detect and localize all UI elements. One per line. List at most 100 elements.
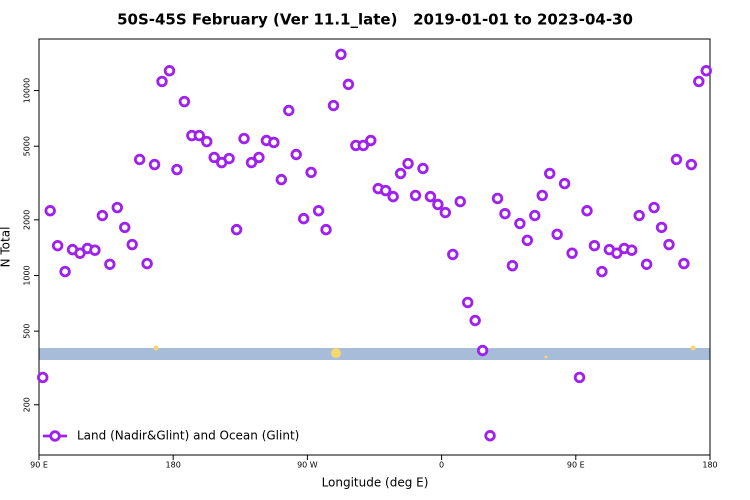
data-point <box>178 95 191 108</box>
data-point <box>104 258 116 270</box>
data-point <box>365 134 377 147</box>
data-point <box>156 75 168 88</box>
x-tick-label: 180 <box>166 461 181 470</box>
data-point <box>402 157 414 170</box>
data-point <box>193 129 205 142</box>
data-point <box>275 173 288 186</box>
data-point <box>409 189 422 202</box>
y-tick-label: 200 <box>23 397 32 412</box>
data-point <box>290 148 302 161</box>
data-point <box>223 152 235 165</box>
data-point <box>335 48 347 61</box>
data-point <box>529 209 541 222</box>
data-point <box>499 207 511 220</box>
data-point <box>111 201 123 214</box>
data-point <box>148 158 161 171</box>
map-spot <box>331 348 341 358</box>
data-point <box>484 430 496 442</box>
data-point <box>208 151 220 164</box>
data-point <box>469 314 481 327</box>
data-point <box>357 139 370 152</box>
data-point <box>37 371 49 384</box>
data-point <box>417 162 429 175</box>
data-point <box>253 151 265 164</box>
x-tick-label: 90 W <box>297 461 318 470</box>
data-point <box>648 201 660 214</box>
data-point <box>342 78 355 91</box>
data-point <box>663 238 675 251</box>
data-point <box>297 212 310 225</box>
data-point <box>327 99 340 112</box>
data-point <box>424 190 437 203</box>
data-point <box>379 184 392 197</box>
data-point <box>439 206 452 219</box>
data-point <box>238 132 250 145</box>
data-point <box>96 209 109 222</box>
data-point <box>506 259 519 272</box>
data-point <box>491 192 504 205</box>
data-point <box>59 265 71 278</box>
map-spot <box>690 345 696 351</box>
data-point <box>201 135 213 148</box>
x-tick-label: 180 <box>702 461 717 470</box>
data-point <box>685 158 698 171</box>
data-point <box>521 234 534 246</box>
data-point <box>655 221 668 234</box>
data-point <box>700 65 712 77</box>
data-point <box>320 223 332 236</box>
data-point <box>51 239 64 252</box>
data-point <box>514 217 526 230</box>
plot-frame <box>38 38 711 456</box>
data-point <box>245 156 258 169</box>
data-point <box>119 221 131 234</box>
data-point <box>551 228 563 241</box>
data-point <box>312 205 325 217</box>
data-point <box>693 75 705 88</box>
data-point <box>163 65 176 77</box>
data-point <box>283 104 295 117</box>
y-axis-label: N Total <box>0 227 13 268</box>
data-point <box>89 244 101 256</box>
data-point <box>596 265 608 278</box>
data-point <box>171 163 183 176</box>
x-tick-label: 90 E <box>30 461 48 470</box>
data-point <box>268 136 280 149</box>
data-point <box>141 257 153 270</box>
data-point <box>454 195 466 208</box>
data-point <box>670 153 683 166</box>
map-strip <box>39 348 710 360</box>
y-tick-label: 2000 <box>23 210 32 230</box>
data-point <box>44 205 56 217</box>
data-point <box>566 247 578 259</box>
x-tick-label: 0 <box>439 461 444 470</box>
data-point <box>230 223 243 236</box>
x-tick-label: 90 E <box>567 461 585 470</box>
data-point <box>447 248 459 261</box>
data-point <box>633 209 645 222</box>
chart-title: 50S-45S February (Ver 11.1_late) 2019-01… <box>117 11 633 29</box>
y-tick-label: 10000 <box>23 78 32 103</box>
data-point <box>536 189 548 202</box>
legend-label: Land (Nadir&Glint) and Ocean (Glint) <box>77 429 299 443</box>
data-point <box>461 296 474 309</box>
data-point <box>573 371 586 384</box>
y-tick-label: 1000 <box>23 265 32 285</box>
data-point <box>133 153 146 166</box>
data-point <box>476 344 489 357</box>
map-spot <box>544 355 548 359</box>
data-point <box>678 257 690 270</box>
data-point <box>394 167 407 180</box>
data-point <box>558 177 571 190</box>
legend-marker <box>49 430 61 442</box>
data-point <box>588 239 601 252</box>
y-tick-label: 500 <box>23 324 32 339</box>
data-point <box>640 258 653 270</box>
data-point <box>544 167 556 180</box>
map-spot <box>153 345 159 351</box>
data-point <box>432 198 444 211</box>
data-point <box>305 166 317 179</box>
data-point <box>126 238 138 251</box>
x-axis-label: Longitude (deg E) <box>322 476 429 490</box>
